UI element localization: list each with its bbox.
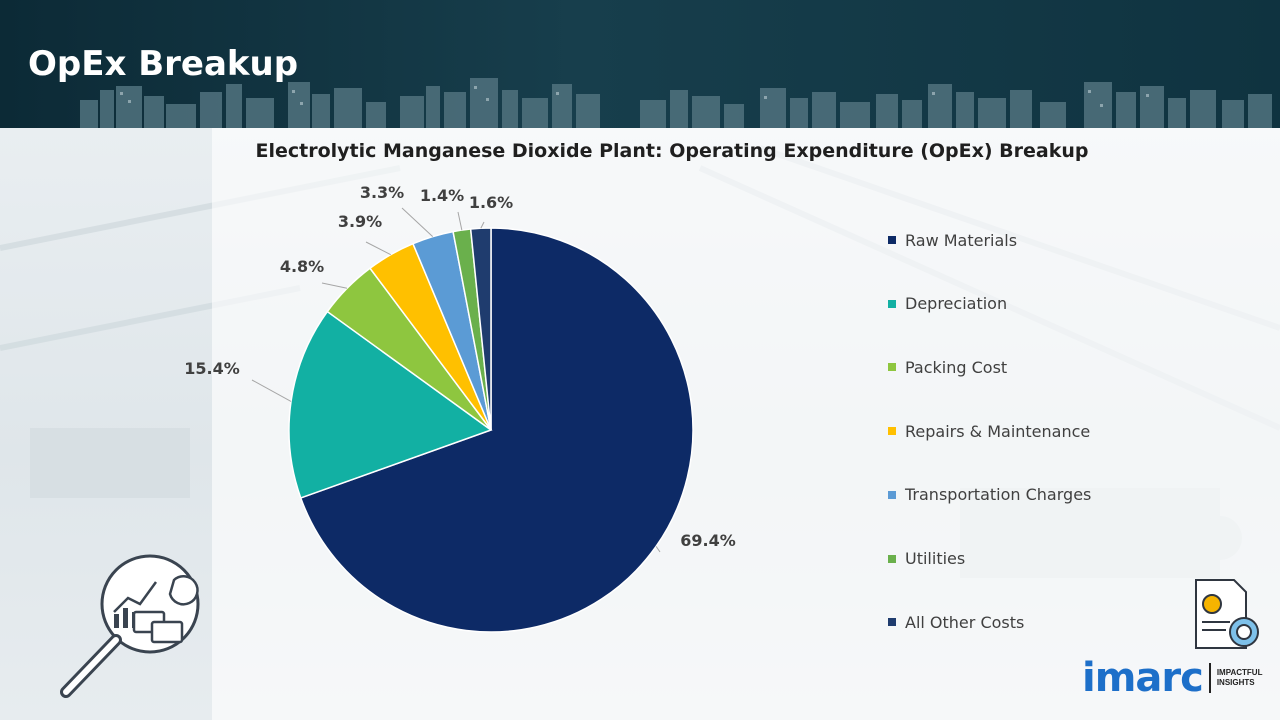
leader-line	[655, 546, 661, 553]
legend-swatch	[888, 236, 896, 244]
legend-item: Utilities	[888, 547, 965, 571]
legend-label: Raw Materials	[905, 230, 1018, 250]
legend-label: Utilities	[905, 549, 966, 568]
legend-swatch	[888, 618, 896, 627]
data-label: 1.4%	[420, 186, 464, 205]
header-banner: OpEx Breakup	[0, 0, 1280, 128]
pie-slice-all-other-costs	[469, 227, 492, 431]
analytics-magnifier-icon	[60, 554, 200, 698]
page-title: OpEx Breakup	[28, 44, 299, 84]
legend-swatch	[888, 554, 896, 563]
leader-line	[401, 207, 434, 237]
legend-swatch	[888, 427, 896, 436]
leader-line	[457, 211, 463, 231]
imarc-logo: imarc IMPACTFUL INSIGHTS	[1082, 658, 1277, 698]
legend-label: Transportation Charges	[905, 485, 1092, 505]
legend-label: Depreciation	[905, 294, 1008, 314]
pie-slice-depreciation	[288, 310, 493, 499]
data-label: 15.4%	[184, 359, 240, 378]
legend-item: All Other Costs	[888, 610, 1024, 634]
legend-swatch	[888, 363, 896, 372]
logo-divider	[1208, 663, 1211, 693]
invoice-dollar-icon	[1195, 579, 1259, 649]
legend-item: Repairs & Maintenance	[888, 419, 1090, 443]
leader-line	[251, 379, 292, 402]
data-label: 3.3%	[360, 183, 404, 202]
legend-item: Packing Cost	[888, 355, 1007, 379]
data-label: 4.8%	[280, 257, 324, 276]
logo-tagline-line-2: INSIGHTS	[1216, 678, 1255, 687]
legend-item: Raw Materials	[888, 228, 1017, 252]
legend-label: Packing Cost	[905, 357, 1008, 377]
leader-line	[365, 241, 391, 256]
logo-tagline: IMPACTFUL INSIGHTS	[1217, 668, 1277, 688]
legend-label: Repairs & Maintenance	[905, 421, 1091, 441]
legend-label: All Other Costs	[905, 612, 1025, 632]
logo-wordmark: imarc	[1082, 655, 1204, 701]
data-label: 69.4%	[680, 531, 736, 550]
data-label: 3.9%	[338, 212, 382, 231]
pie-slice-raw-materials	[299, 227, 694, 633]
leader-line	[321, 282, 348, 289]
logo-tagline-line-1: IMPACTFUL	[1216, 668, 1263, 677]
legend-swatch	[888, 490, 896, 499]
data-label: 1.6%	[469, 193, 513, 212]
leader-line	[480, 221, 485, 229]
legend-item: Depreciation	[888, 292, 1007, 316]
city-skyline-icon	[80, 78, 1272, 128]
chart-title: Electrolytic Manganese Dioxide Plant: Op…	[255, 140, 1089, 162]
legend-swatch	[888, 299, 896, 308]
legend-item: Transportation Charges	[888, 483, 1091, 507]
